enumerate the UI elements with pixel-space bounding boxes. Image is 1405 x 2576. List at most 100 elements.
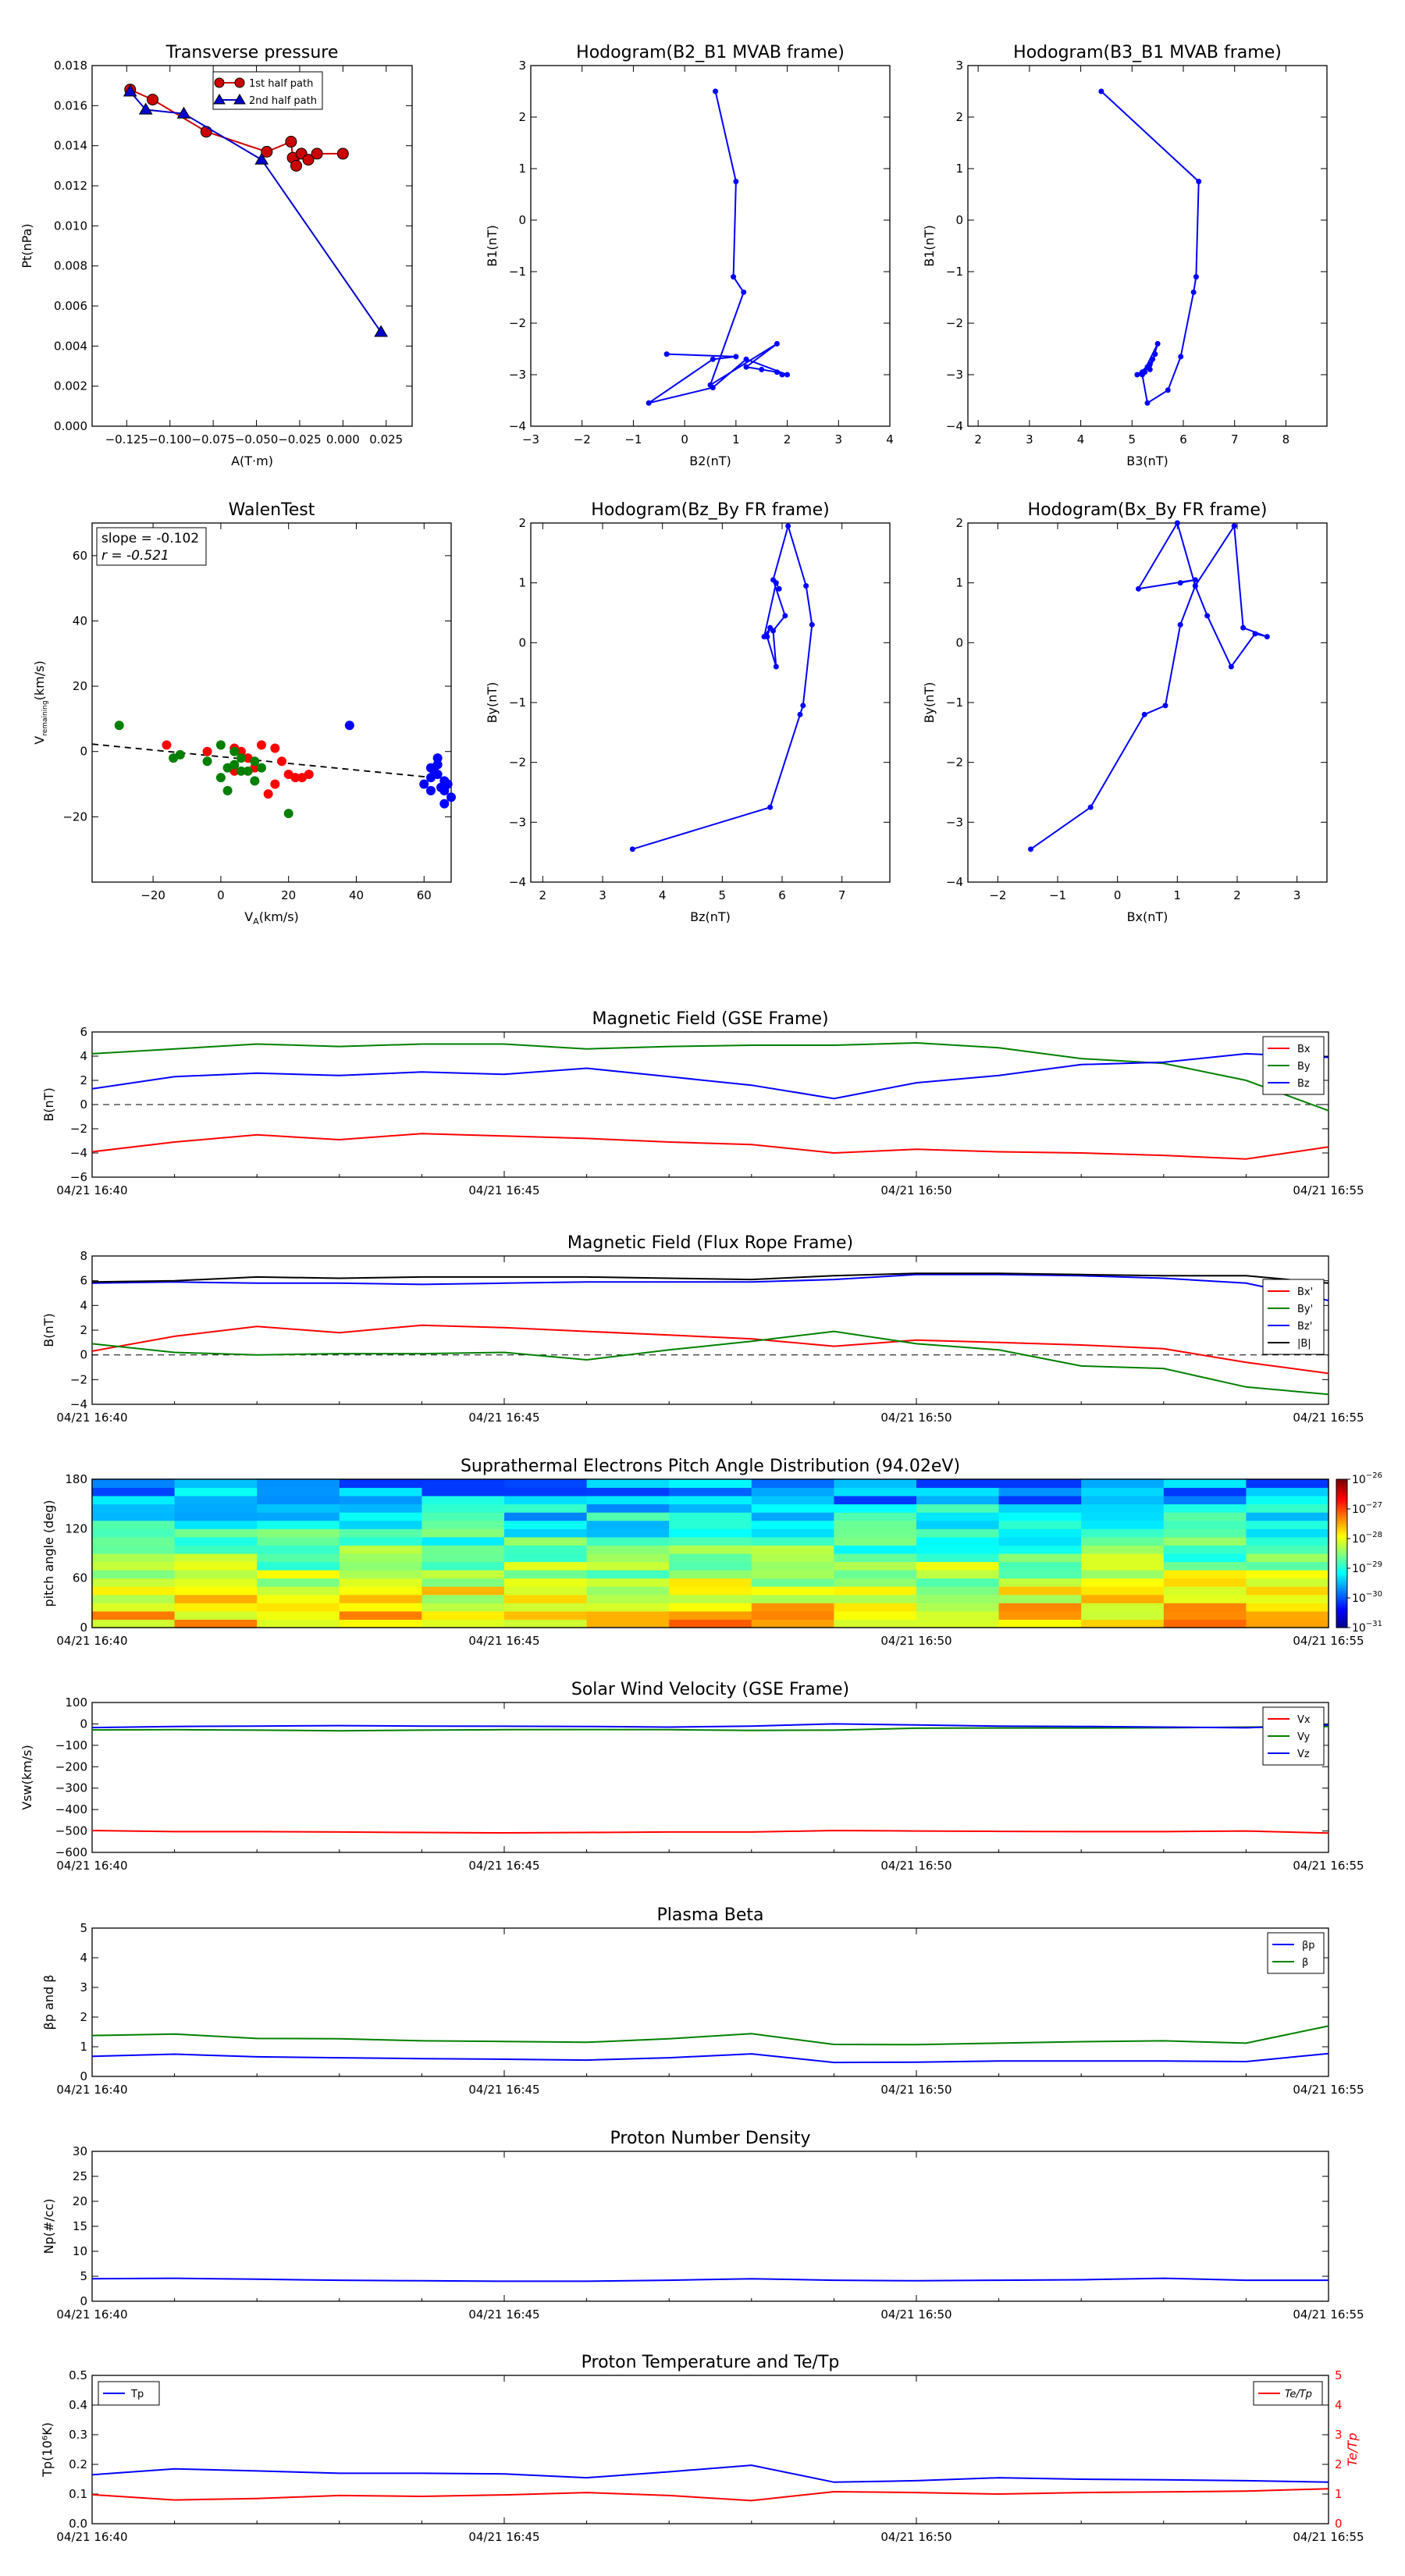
- heatmap-cell: [504, 1619, 588, 1628]
- series-line-Bx': [91, 1324, 1329, 1375]
- panel-11: 0 5 10 15 20 25 30 04/21 16:40 04/21 16:45 04/21 …: [41, 2129, 1364, 2322]
- hodogram-point: [713, 88, 719, 94]
- x-tick-label: 2: [784, 432, 791, 447]
- heatmap-cell: [916, 1512, 1000, 1521]
- colorbar-base: 10: [1352, 1563, 1366, 1575]
- y-axis-label-sub: remaining: [41, 700, 49, 735]
- hodogram-point: [731, 274, 737, 280]
- walen-point: [236, 766, 246, 776]
- series-line-By: [91, 1041, 1329, 1112]
- heatmap-cell: [422, 1594, 505, 1603]
- x-tick-label: 04/21 16:40: [56, 2307, 127, 2322]
- heatmap-cell: [669, 1619, 752, 1628]
- heatmap-cell: [1163, 1570, 1247, 1579]
- heatmap-cell: [586, 1528, 670, 1538]
- y-axis-label: B1(nT): [485, 225, 500, 267]
- y-tick-label: 8: [80, 1249, 87, 1263]
- heatmap-cell: [92, 1578, 176, 1587]
- heatmap-cell: [422, 1561, 505, 1571]
- axes-frame: [91, 65, 413, 427]
- colorbar-step: [1336, 1548, 1347, 1552]
- x-tick-label: 6: [778, 888, 786, 902]
- chart-title: Hodogram(B3_B1 MVAB frame): [1013, 43, 1282, 62]
- x-tick-label: 04/21 16:55: [1293, 2307, 1364, 2322]
- heatmap-cell: [916, 1619, 1000, 1628]
- heatmap-cell: [669, 1594, 752, 1603]
- x-tick-label: 0.025: [369, 432, 403, 447]
- heatmap-cell: [1081, 1619, 1165, 1628]
- legend-marker: [234, 77, 245, 88]
- heatmap-cell: [92, 1520, 176, 1529]
- heatmap-cell: [751, 1536, 834, 1546]
- heatmap-cell: [1163, 1553, 1247, 1563]
- x-tick-label: 4: [659, 888, 667, 902]
- heatmap-cell: [92, 1553, 176, 1563]
- colorbar-step: [1336, 1605, 1347, 1609]
- y-axis-label: B1(nT): [922, 225, 937, 267]
- y-tick-label: 1: [518, 576, 526, 590]
- heatmap-cell: [586, 1578, 670, 1587]
- y-tick-label: 20: [73, 2194, 87, 2208]
- x-tick-label: 04/21 16:50: [880, 1859, 951, 1873]
- series-line-value: [91, 2277, 1329, 2282]
- hodogram-point: [743, 364, 749, 370]
- x-tick-label: 60: [417, 888, 432, 902]
- series-line-2nd-half-path: [130, 91, 382, 333]
- x-tick-label: 04/21 16:55: [1293, 1634, 1364, 1648]
- colorbar-step: [1336, 1585, 1347, 1589]
- series-line-Vx: [91, 1829, 1329, 1834]
- y-tick-label: 3: [518, 59, 526, 73]
- heatmap-cell: [339, 1610, 422, 1620]
- heatmap-cell: [504, 1545, 588, 1554]
- series-line-Te-Tp: [91, 2488, 1329, 2502]
- y-tick-label-right: 0: [1335, 2517, 1343, 2531]
- heatmap-cell: [257, 1553, 340, 1563]
- x-tick-label: 04/21 16:55: [1293, 1859, 1364, 1873]
- heatmap-cell: [174, 1594, 258, 1603]
- heatmap-cell: [504, 1536, 588, 1546]
- heatmap-cell: [586, 1586, 670, 1596]
- axes-frame-top: [91, 1478, 1329, 1628]
- x-tick-label: 1: [732, 432, 740, 447]
- colorbar-step: [1336, 1556, 1347, 1559]
- heatmap-cell: [257, 1545, 340, 1554]
- walen-point: [439, 799, 450, 809]
- hodogram-point: [1264, 634, 1270, 640]
- colorbar-step: [1336, 1535, 1347, 1539]
- heatmap-cell: [257, 1610, 340, 1620]
- heatmap-cell: [92, 1496, 176, 1505]
- y-tick-label: 4: [80, 1298, 87, 1312]
- series-line-Tp: [91, 2464, 1329, 2483]
- heatmap-cell: [834, 1496, 917, 1505]
- hodogram-point: [733, 354, 739, 360]
- walen-point: [256, 740, 266, 750]
- heatmap-cell: [1246, 1520, 1329, 1529]
- heatmap-cell: [669, 1479, 752, 1489]
- colorbar-step: [1336, 1568, 1347, 1571]
- x-tick-label: 04/21 16:45: [468, 2083, 539, 2097]
- heatmap-cell: [669, 1570, 752, 1579]
- heatmap-cell: [586, 1553, 670, 1563]
- colorbar-step: [1336, 1496, 1347, 1500]
- colorbar-step: [1336, 1588, 1347, 1592]
- heatmap-cell: [586, 1520, 670, 1529]
- heatmap-cell: [1163, 1603, 1247, 1612]
- heatmap-cell: [1081, 1594, 1165, 1603]
- heatmap-cell: [422, 1610, 505, 1620]
- y-tick-label: −300: [55, 1781, 87, 1795]
- walen-point: [243, 766, 253, 776]
- heatmap-cell: [751, 1594, 834, 1603]
- x-tick-label: −1: [1049, 888, 1066, 902]
- y-tick-label: −4: [946, 875, 963, 889]
- heatmap-cell: [1246, 1619, 1329, 1628]
- heatmap-cell: [257, 1520, 340, 1529]
- y-tick-label-right: 2: [1335, 2457, 1343, 2471]
- chart-title: Hodogram(Bz_By FR frame): [591, 500, 829, 520]
- heatmap-cell: [422, 1512, 505, 1521]
- colorbar-step: [1336, 1622, 1347, 1626]
- heatmap-cell: [422, 1479, 505, 1489]
- heatmap-cell: [669, 1603, 752, 1612]
- hodogram-point: [759, 366, 765, 372]
- heatmap-cell: [586, 1570, 670, 1579]
